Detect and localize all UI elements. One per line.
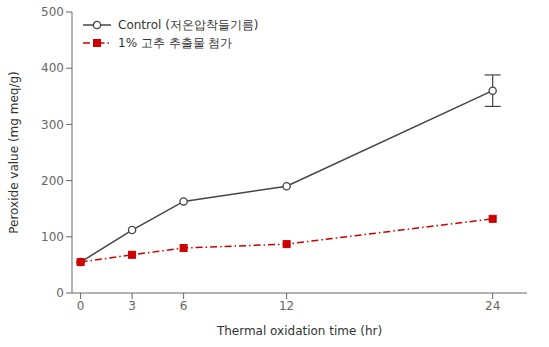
svg-text:100: 100 [41,230,64,244]
svg-text:0: 0 [56,286,64,300]
svg-text:3: 3 [128,299,136,313]
svg-text:24: 24 [485,299,500,313]
svg-text:6: 6 [180,299,188,313]
svg-text:500: 500 [41,5,64,19]
svg-text:400: 400 [41,61,64,75]
svg-text:300: 300 [41,118,64,132]
html-text:Control (저온압착들기름): Control (저온압착들기름) [118,18,259,32]
svg-text:0: 0 [77,299,85,313]
svg-text:Peroxide value (mg meq/g): Peroxide value (mg meq/g) [7,71,21,234]
svg-text:200: 200 [41,174,64,188]
svg-text:Thermal oxidation time (hr): Thermal oxidation time (hr) [216,324,382,338]
html-text:1% 고추 추출물 첨가: 1% 고추 추출물 첨가 [118,36,233,50]
svg-text:12: 12 [279,299,294,313]
